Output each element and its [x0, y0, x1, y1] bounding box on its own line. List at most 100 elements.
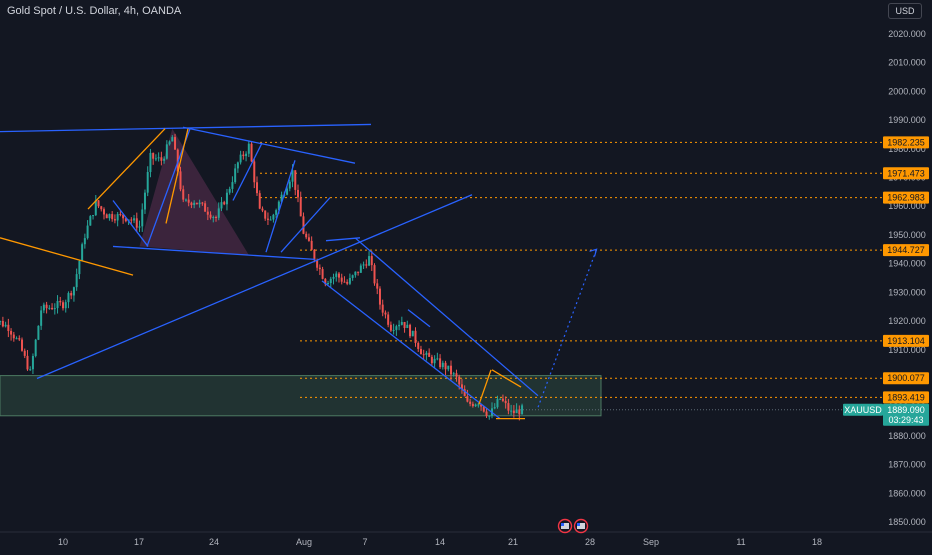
- candle-bear: [195, 202, 198, 205]
- candle-bear: [463, 389, 466, 397]
- candle-bull: [212, 216, 215, 218]
- price-axis: [883, 0, 932, 550]
- candle-bull: [72, 287, 75, 296]
- candle-bull: [286, 188, 289, 195]
- candle-bull: [477, 404, 480, 406]
- candle-bear: [204, 203, 207, 212]
- candle-bear: [419, 348, 422, 355]
- candle-bear: [26, 355, 29, 370]
- symbol-tag-label: XAUUSD: [844, 405, 882, 415]
- candle-bull: [67, 293, 70, 303]
- candle-bull: [332, 276, 335, 279]
- candle-bull: [436, 358, 439, 360]
- x-tick-label: 21: [508, 537, 518, 547]
- candle-bull: [29, 369, 32, 371]
- candle-bear: [209, 214, 212, 218]
- candle-bear: [182, 189, 185, 200]
- candle-bear: [152, 152, 155, 159]
- candle-bull: [395, 326, 398, 330]
- candle-bull: [245, 153, 248, 157]
- candle-bull: [193, 202, 196, 206]
- candle-bull: [143, 192, 146, 210]
- candle-bull: [441, 362, 444, 368]
- channel-upper-line: [354, 237, 539, 397]
- candle-bear: [387, 314, 390, 325]
- y-tick-label: 2020.000: [888, 29, 926, 39]
- currency-button[interactable]: USD: [888, 3, 922, 19]
- candle-bear: [310, 240, 313, 250]
- candle-bear: [455, 373, 458, 377]
- candle-bear: [253, 161, 256, 183]
- y-tick-label: 1920.000: [888, 316, 926, 326]
- candle-bull: [81, 244, 84, 262]
- candle-bull: [247, 143, 250, 154]
- candle-bear: [258, 193, 261, 209]
- candle-bull: [236, 162, 239, 169]
- x-tick-label: 11: [736, 537, 745, 547]
- candle-bear: [1, 321, 4, 327]
- candle-bear: [428, 352, 431, 357]
- y-tick-label: 1940.000: [888, 259, 926, 269]
- candle-bear: [403, 322, 406, 329]
- orange-pattern-leg: [491, 369, 522, 388]
- x-tick-label: 14: [435, 537, 445, 547]
- candle-bull: [327, 282, 330, 285]
- candle-bull: [499, 398, 502, 400]
- price-level-tag: [883, 372, 929, 385]
- candle-bear: [501, 398, 504, 401]
- flag-icon: [577, 523, 580, 526]
- candle-bull: [433, 358, 436, 364]
- candle-bull: [474, 404, 477, 407]
- harmonic-pattern-fill: [139, 128, 249, 256]
- economic-event-icon: [573, 518, 589, 534]
- candle-bear: [250, 143, 253, 162]
- candle-bear: [160, 157, 163, 161]
- price-level-tag: [883, 334, 929, 347]
- candle-bear: [460, 384, 463, 390]
- orange-pattern-leg: [478, 369, 492, 405]
- candle-bear: [480, 404, 483, 407]
- candle-bear: [102, 209, 105, 215]
- candle-bear: [201, 202, 204, 204]
- symbol-title: Gold Spot / U.S. Dollar, 4h, OANDA: [7, 5, 182, 17]
- trendline-upper-resistance: [182, 126, 356, 164]
- orange-pattern-leg: [165, 128, 189, 224]
- price-level-tag-label: 1944.727: [887, 245, 925, 255]
- y-tick-label: 1870.000: [888, 460, 926, 470]
- candle-bear: [458, 376, 461, 385]
- price-level-tag: [883, 391, 929, 404]
- candle-bull: [217, 208, 220, 218]
- candle-bear: [321, 269, 324, 279]
- projection-arrow-head: [589, 248, 598, 257]
- last-price-value: 1889.090: [887, 405, 925, 415]
- candle-bull: [94, 200, 97, 216]
- candle-bear: [179, 171, 182, 190]
- orange-pattern-leg: [87, 128, 166, 210]
- candle-bear: [417, 342, 420, 349]
- candle-bear: [119, 214, 122, 216]
- candle-bear: [105, 214, 108, 219]
- candle-bull: [348, 277, 351, 284]
- channel-lower-line: [321, 280, 501, 420]
- candle-bear: [266, 218, 269, 220]
- candle-bear: [507, 403, 510, 411]
- candle-bear: [373, 265, 376, 284]
- candle-bull: [277, 201, 280, 211]
- candle-bear: [296, 189, 299, 198]
- candle-bull: [116, 214, 119, 221]
- candle-bull: [228, 188, 231, 193]
- pattern-leg: [112, 200, 149, 247]
- candle-bear: [346, 281, 349, 284]
- price-level-tag-label: 1971.473: [887, 168, 925, 178]
- candle-bear: [70, 293, 73, 296]
- trendline-pattern-base: [112, 245, 316, 260]
- candle-bear: [59, 300, 62, 303]
- flag-icon: [577, 523, 585, 529]
- candle-bear: [18, 338, 21, 340]
- candle-bull: [291, 170, 294, 182]
- candle-bear: [100, 206, 103, 210]
- candle-bull: [231, 182, 234, 189]
- economic-event-icon: [557, 518, 573, 534]
